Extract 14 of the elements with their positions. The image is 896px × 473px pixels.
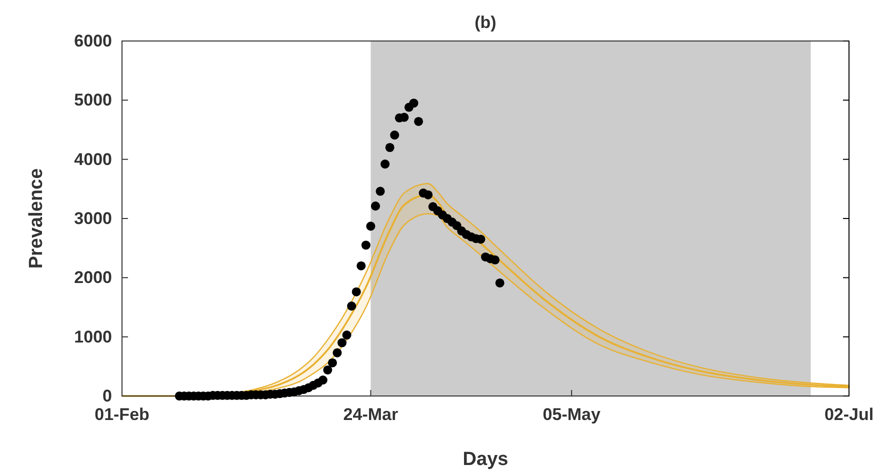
- y-tick-label: 1000: [74, 327, 112, 346]
- y-tick-label: 2000: [74, 268, 112, 288]
- x-tick-label: 01-Feb: [94, 405, 150, 424]
- y-tick-label: 5000: [74, 90, 112, 110]
- x-tick-label: 05-May: [542, 405, 601, 424]
- x-tick-label: 02-Jul: [824, 405, 874, 424]
- y-axis-title: Prevalence: [26, 168, 47, 269]
- y-tick-label: 6000: [74, 31, 112, 50]
- x-axis-title: Days: [462, 449, 508, 470]
- y-tick-label: 3000: [74, 208, 112, 228]
- y-tick-label: 0: [102, 386, 112, 406]
- chart-title: (b): [474, 13, 496, 32]
- x-tick-label: 24-Mar: [343, 405, 398, 424]
- y-tick-label: 4000: [74, 150, 112, 169]
